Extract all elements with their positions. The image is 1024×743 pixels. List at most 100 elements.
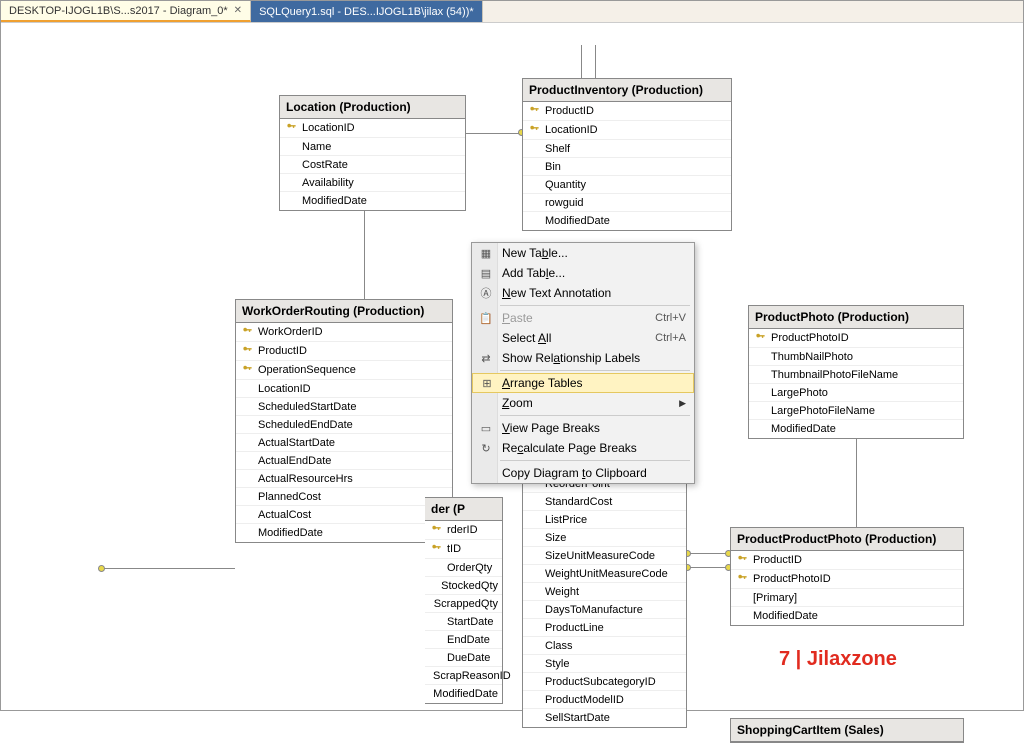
- table-column-row[interactable]: ModifiedDate: [425, 685, 502, 703]
- table-column-row[interactable]: Style: [523, 655, 686, 673]
- table-column-row[interactable]: OperationSequence: [236, 361, 452, 380]
- table-column-row[interactable]: CostRate: [280, 156, 465, 174]
- table-column-row[interactable]: [Primary]: [731, 589, 963, 607]
- document-tab-bar: DESKTOP-IJOGL1B\S...s2017 - Diagram_0* ✕…: [1, 1, 1023, 23]
- column-name: OrderQty: [445, 562, 498, 574]
- table-column-row[interactable]: WeightUnitMeasureCode: [523, 565, 686, 583]
- relationship-line: [101, 568, 235, 569]
- menu-item-show-relationship-labels[interactable]: ⇄Show Relationship Labels: [472, 348, 694, 368]
- db-table-location[interactable]: Location (Production)LocationIDNameCostR…: [279, 95, 466, 211]
- db-table-workorderrouting[interactable]: WorkOrderRouting (Production)WorkOrderID…: [235, 299, 453, 543]
- table-column-row[interactable]: ActualResourceHrs: [236, 470, 452, 488]
- table-column-row[interactable]: Quantity: [523, 176, 731, 194]
- table-column-row[interactable]: ScheduledStartDate: [236, 398, 452, 416]
- column-name: DueDate: [445, 652, 498, 664]
- db-table-productproductphoto[interactable]: ProductProductPhoto (Production)ProductI…: [730, 527, 964, 626]
- table-column-row[interactable]: ListPrice: [523, 511, 686, 529]
- table-column-row[interactable]: ProductID: [236, 342, 452, 361]
- menu-item-new-table[interactable]: ▦New Table...: [472, 243, 694, 263]
- table-column-row[interactable]: WorkOrderID: [236, 323, 452, 342]
- table-column-row[interactable]: LocationID: [523, 121, 731, 140]
- table-column-row[interactable]: ProductPhotoID: [731, 570, 963, 589]
- table-column-row[interactable]: OrderQty: [425, 559, 502, 577]
- column-name: Class: [543, 640, 682, 652]
- menu-item-label: Arrange Tables: [502, 376, 583, 390]
- table-column-row[interactable]: ModifiedDate: [731, 607, 963, 625]
- table-column-row[interactable]: Shelf: [523, 140, 731, 158]
- table-column-row[interactable]: ActualCost: [236, 506, 452, 524]
- menu-item-label: Show Relationship Labels: [502, 351, 640, 365]
- table-column-row[interactable]: SellStartDate: [523, 709, 686, 727]
- menu-item-copy-diagram-to-clipboard[interactable]: Copy Diagram to Clipboard: [472, 463, 694, 483]
- table-column-row[interactable]: PlannedCost: [236, 488, 452, 506]
- column-name: ScheduledEndDate: [256, 419, 448, 431]
- db-table-productinventory[interactable]: ProductInventory (Production)ProductIDLo…: [522, 78, 732, 231]
- table-column-row[interactable]: ActualEndDate: [236, 452, 452, 470]
- table-column-row[interactable]: LocationID: [280, 119, 465, 138]
- table-column-row[interactable]: ThumbNailPhoto: [749, 348, 963, 366]
- db-table-shoppingcartitem[interactable]: ShoppingCartItem (Sales): [730, 718, 964, 743]
- table-column-row[interactable]: StockedQty: [425, 577, 502, 595]
- table-column-row[interactable]: ActualStartDate: [236, 434, 452, 452]
- menu-item-label: View Page Breaks: [502, 421, 600, 435]
- menu-item-label: Zoom: [502, 396, 533, 410]
- menu-item-select-all[interactable]: Select AllCtrl+A: [472, 328, 694, 348]
- table-column-row[interactable]: Name: [280, 138, 465, 156]
- table-column-row[interactable]: ModifiedDate: [749, 420, 963, 438]
- menu-item-recalculate-page-breaks[interactable]: ↻Recalculate Page Breaks: [472, 438, 694, 458]
- table-column-row[interactable]: EndDate: [425, 631, 502, 649]
- column-name: CostRate: [300, 159, 461, 171]
- menu-item-zoom[interactable]: Zoom▶: [472, 393, 694, 413]
- db-table-product-partial[interactable]: SafetyStockLevelReorderPointStandardCost…: [522, 457, 687, 728]
- table-column-row[interactable]: ProductModelID: [523, 691, 686, 709]
- table-column-row[interactable]: ScrappedQty: [425, 595, 502, 613]
- primary-key-icon: [429, 542, 443, 556]
- table-column-row[interactable]: ProductLine: [523, 619, 686, 637]
- column-name: StockedQty: [439, 580, 498, 592]
- table-column-row[interactable]: rowguid: [523, 194, 731, 212]
- close-icon[interactable]: ✕: [234, 5, 242, 16]
- table-column-row[interactable]: LargePhotoFileName: [749, 402, 963, 420]
- db-table-productphoto[interactable]: ProductPhoto (Production)ProductPhotoIDT…: [748, 305, 964, 439]
- table-column-row[interactable]: ThumbnailPhotoFileName: [749, 366, 963, 384]
- diagram-canvas[interactable]: Location (Production)LocationIDNameCostR…: [1, 23, 1023, 710]
- table-column-row[interactable]: Class: [523, 637, 686, 655]
- table-header: ProductProductPhoto (Production): [731, 528, 963, 551]
- db-table-workorder-partial[interactable]: der (PrderIDtIDOrderQtyStockedQtyScrappe…: [425, 497, 503, 704]
- table-column-row[interactable]: ModifiedDate: [280, 192, 465, 210]
- menu-item-new-text-annotation[interactable]: ⒶNew Text Annotation: [472, 283, 694, 303]
- menu-item-view-page-breaks[interactable]: ▭View Page Breaks: [472, 418, 694, 438]
- table-column-row[interactable]: LargePhoto: [749, 384, 963, 402]
- menu-item-label: New Table...: [502, 246, 568, 260]
- primary-key-icon: [735, 553, 749, 567]
- table-column-row[interactable]: SizeUnitMeasureCode: [523, 547, 686, 565]
- table-column-row[interactable]: Weight: [523, 583, 686, 601]
- table-column-row[interactable]: DueDate: [425, 649, 502, 667]
- table-column-row[interactable]: ProductID: [731, 551, 963, 570]
- tab-diagram[interactable]: DESKTOP-IJOGL1B\S...s2017 - Diagram_0* ✕: [1, 1, 251, 22]
- menu-item-paste: 📋PasteCtrl+V: [472, 308, 694, 328]
- table-column-row[interactable]: ScrapReasonID: [425, 667, 502, 685]
- table-column-row[interactable]: StandardCost: [523, 493, 686, 511]
- column-name: ProductPhotoID: [769, 332, 959, 344]
- table-column-row[interactable]: Bin: [523, 158, 731, 176]
- table-column-row[interactable]: rderID: [425, 521, 502, 540]
- table-column-row[interactable]: StartDate: [425, 613, 502, 631]
- primary-key-icon: [240, 344, 254, 358]
- table-column-row[interactable]: tID: [425, 540, 502, 559]
- table-column-row[interactable]: Size: [523, 529, 686, 547]
- menu-item-add-table[interactable]: ▤Add Table...: [472, 263, 694, 283]
- table-column-row[interactable]: ScheduledEndDate: [236, 416, 452, 434]
- menu-item-arrange-tables[interactable]: ⊞Arrange Tables: [472, 373, 694, 393]
- menu-separator: [500, 415, 690, 416]
- table-column-row[interactable]: DaysToManufacture: [523, 601, 686, 619]
- tab-sqlquery[interactable]: SQLQuery1.sql - DES...IJOGL1B\jilax (54)…: [251, 1, 483, 22]
- table-column-row[interactable]: ProductSubcategoryID: [523, 673, 686, 691]
- table-column-row[interactable]: ProductID: [523, 102, 731, 121]
- table-column-row[interactable]: ModifiedDate: [236, 524, 452, 542]
- column-name: LocationID: [300, 122, 461, 134]
- table-column-row[interactable]: ProductPhotoID: [749, 329, 963, 348]
- table-column-row[interactable]: ModifiedDate: [523, 212, 731, 230]
- table-column-row[interactable]: Availability: [280, 174, 465, 192]
- table-column-row[interactable]: LocationID: [236, 380, 452, 398]
